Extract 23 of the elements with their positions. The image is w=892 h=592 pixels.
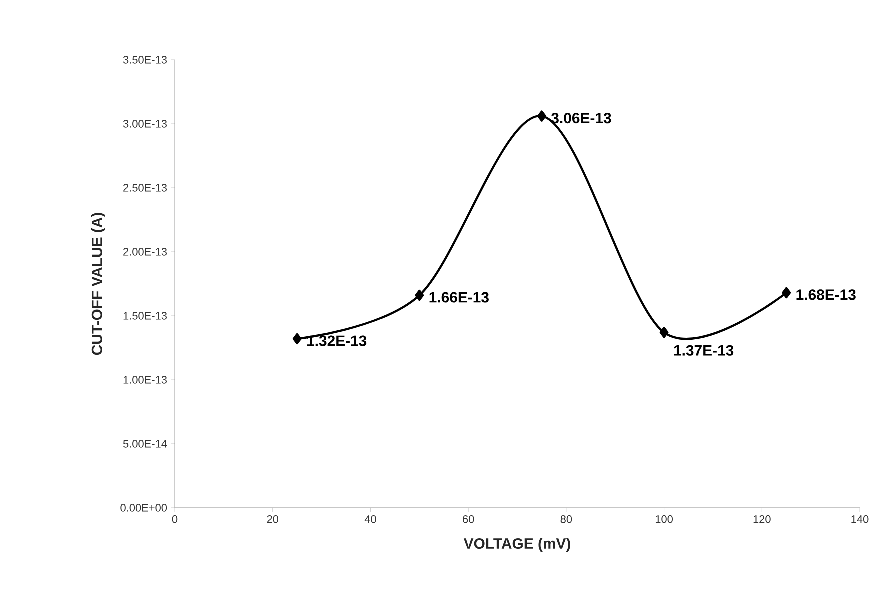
x-tick-label: 60 xyxy=(463,516,474,524)
x-tick-label: 0 xyxy=(172,516,178,524)
y-tick-label: 2.50E-13 xyxy=(124,184,167,192)
y-tick-label: 2.00E-13 xyxy=(124,248,167,256)
y-tick-label: 1.50E-13 xyxy=(124,312,167,320)
x-tick-label: 100 xyxy=(656,516,673,524)
y-axis-title: CUT-OFF VALUE (A) xyxy=(91,213,106,356)
x-tick-label: 40 xyxy=(364,516,376,524)
x-tick-label: 80 xyxy=(560,516,572,524)
data-label: 1.66E-13 xyxy=(430,292,489,303)
y-tick-label: 0.00E+00 xyxy=(120,504,168,512)
data-label: 1.37E-13 xyxy=(674,345,734,356)
x-axis-title: VOLTAGE (mV) xyxy=(464,538,570,552)
x-tick-label: 120 xyxy=(754,516,771,524)
data-label: 3.06E-13 xyxy=(552,113,612,124)
y-tick-label: 1.00E-13 xyxy=(124,376,167,384)
y-tick-label: 3.00E-13 xyxy=(123,120,167,128)
y-tick-label: 5.00E-14 xyxy=(123,440,168,448)
x-tick-label: 20 xyxy=(267,516,279,524)
data-label: 1.68E-13 xyxy=(796,290,856,300)
x-tick-label: 140 xyxy=(852,516,869,524)
y-tick-label: 3.50E-13 xyxy=(123,56,167,64)
data-label: 1.32E-13 xyxy=(307,336,367,346)
